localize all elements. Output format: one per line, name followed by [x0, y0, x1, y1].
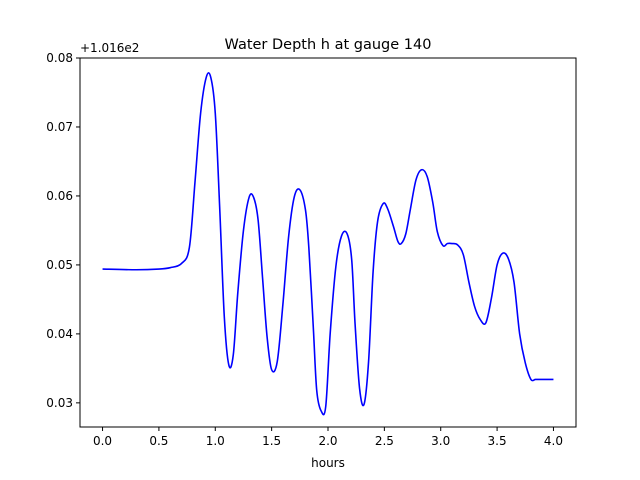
y-tick-label: 0.08	[46, 51, 73, 65]
series-line-water-depth	[102, 72, 554, 416]
x-tick-label: 0.0	[93, 434, 112, 448]
x-tick-label: 2.5	[375, 434, 394, 448]
x-tick-label: 1.0	[206, 434, 225, 448]
y-tick-label: 0.06	[46, 189, 73, 203]
x-tick-label: 3.5	[488, 434, 507, 448]
chart-title: Water Depth h at gauge 140	[225, 37, 432, 53]
x-tick-label: 4.0	[544, 434, 563, 448]
y-tick-label: 0.04	[46, 327, 73, 341]
y-offset-label: +1.016e2	[80, 41, 139, 55]
y-tick-label: 0.05	[46, 258, 73, 272]
plot-frame	[79, 57, 577, 428]
y-tick-label: 0.07	[46, 120, 73, 134]
x-tick-label: 2.0	[318, 434, 337, 448]
x-tick-label: 0.5	[149, 434, 168, 448]
y-axis: 0.03 0.04 0.05 0.06 0.07 0.08	[46, 51, 80, 410]
x-axis-label: hours	[311, 456, 345, 470]
y-tick-label: 0.03	[46, 396, 73, 410]
x-tick-label: 1.5	[262, 434, 281, 448]
x-tick-label: 3.0	[431, 434, 450, 448]
plot-area	[102, 72, 554, 416]
x-axis: 0.0 0.5 1.0 1.5 2.0 2.5 3.0 3.5 4.0	[93, 427, 563, 448]
